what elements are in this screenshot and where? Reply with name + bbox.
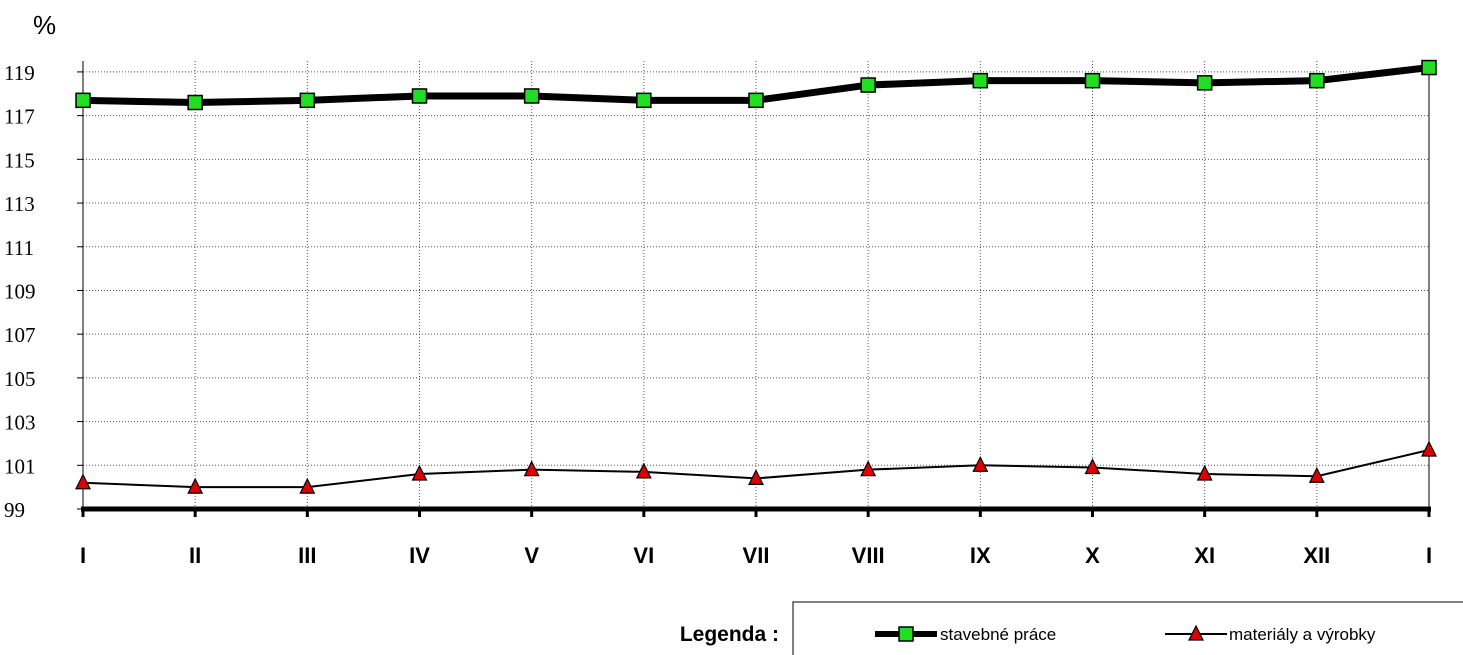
data-point-triangle bbox=[411, 464, 428, 481]
data-point-triangle bbox=[1084, 458, 1101, 475]
data-point-square bbox=[1309, 72, 1325, 89]
x-tick-label: I bbox=[80, 543, 86, 568]
data-point-square bbox=[748, 92, 764, 109]
y-tick-label: 105 bbox=[4, 367, 36, 391]
legend-label: materiály a výrobky bbox=[1229, 625, 1376, 644]
y-tick-label: 109 bbox=[4, 279, 36, 303]
data-point-triangle bbox=[1196, 464, 1213, 481]
legend: Legenda : stavebné práce materiály a výro… bbox=[680, 601, 1463, 655]
data-point-triangle bbox=[748, 469, 764, 486]
data-point-square bbox=[972, 72, 989, 89]
x-tick-label: VII bbox=[743, 543, 770, 568]
series-layer bbox=[75, 59, 1437, 494]
data-point-triangle bbox=[972, 455, 989, 472]
x-tick-label: IV bbox=[409, 543, 430, 568]
y-tick-label: 115 bbox=[4, 148, 35, 172]
data-point-triangle bbox=[523, 460, 540, 477]
y-tick-label: 113 bbox=[4, 192, 35, 216]
data-point-triangle bbox=[1421, 440, 1437, 457]
data-point-square bbox=[1084, 72, 1101, 89]
y-tick-label: 103 bbox=[4, 411, 36, 435]
x-tick-label: I bbox=[1426, 543, 1432, 568]
y-tick-label: 99 bbox=[4, 498, 25, 522]
data-point-square bbox=[1196, 75, 1213, 91]
y-tick-label: 101 bbox=[4, 454, 36, 478]
legend-item: stavebné práce bbox=[875, 625, 1056, 644]
y-tick-label: 117 bbox=[4, 105, 35, 129]
data-point-square bbox=[523, 88, 540, 104]
x-tick-label: V bbox=[524, 543, 539, 568]
data-point-square bbox=[299, 92, 316, 109]
x-tick-label: VI bbox=[633, 543, 654, 568]
x-tick-label: III bbox=[298, 543, 316, 568]
legend-label: stavebné práce bbox=[940, 625, 1056, 644]
x-tick-label: VIII bbox=[852, 543, 885, 568]
data-point-square bbox=[636, 92, 652, 109]
grid bbox=[83, 61, 1429, 509]
y-tick-label: 107 bbox=[4, 323, 36, 347]
x-tick-label: XII bbox=[1303, 543, 1330, 568]
data-point-triangle bbox=[1308, 466, 1325, 483]
x-tick-label: II bbox=[189, 543, 201, 568]
data-point-square bbox=[411, 88, 428, 104]
data-point-triangle bbox=[860, 460, 877, 477]
data-point-triangle bbox=[75, 473, 91, 490]
legend-marker-triangle bbox=[1188, 624, 1204, 641]
data-point-square bbox=[860, 77, 876, 93]
x-tick-label: IX bbox=[970, 543, 991, 568]
series-materialy-a-vyrobky bbox=[75, 440, 1437, 494]
legend-title: Legenda : bbox=[680, 623, 779, 646]
data-point-triangle bbox=[299, 477, 316, 494]
y-tick-label: 111 bbox=[4, 236, 34, 260]
data-point-square bbox=[1421, 59, 1437, 76]
series-stavebne-prace bbox=[75, 59, 1437, 111]
data-point-square bbox=[75, 92, 91, 109]
y-axis-unit-label: % bbox=[33, 10, 56, 40]
x-tick-label: XI bbox=[1194, 543, 1215, 568]
data-point-triangle bbox=[187, 477, 204, 494]
legend-item: materiály a výrobky bbox=[1165, 624, 1376, 644]
data-point-square bbox=[187, 94, 203, 111]
x-tick-label: X bbox=[1085, 543, 1100, 568]
legend-items: stavebné práce materiály a výrobky bbox=[875, 624, 1376, 644]
data-point-triangle bbox=[635, 462, 652, 479]
legend-marker-square bbox=[898, 626, 914, 642]
y-tick-label: 119 bbox=[4, 61, 35, 85]
